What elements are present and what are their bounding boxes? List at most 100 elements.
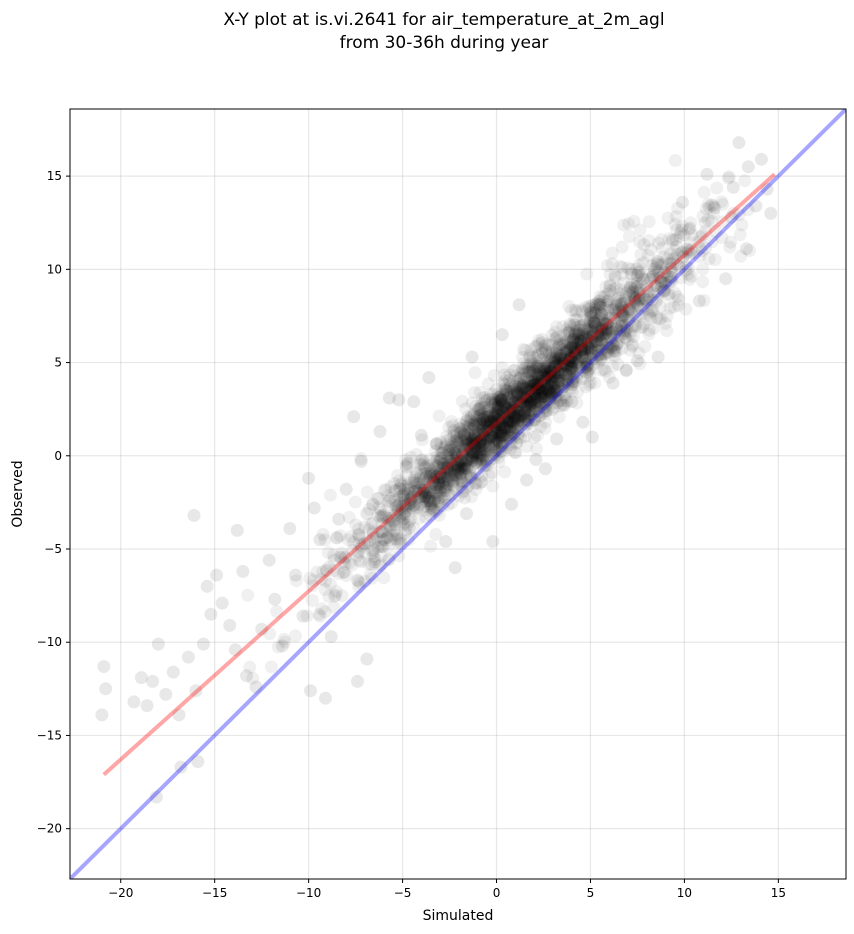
scatter-point xyxy=(430,450,444,464)
scatter-point xyxy=(582,363,596,377)
scatter-point xyxy=(577,342,591,356)
scatter-point xyxy=(437,457,450,471)
scatter-point xyxy=(594,334,608,348)
scatter-point xyxy=(618,296,632,310)
scatter-point xyxy=(463,421,477,435)
scatter-point xyxy=(633,235,647,249)
scatter-point xyxy=(599,280,613,294)
scatter-point xyxy=(414,453,428,467)
scatter-point xyxy=(461,420,475,434)
scatter-point xyxy=(487,414,501,428)
scatter-point xyxy=(617,310,631,323)
scatter-point xyxy=(476,410,490,423)
y-tick-label: −20 xyxy=(37,822,62,836)
scatter-point xyxy=(631,268,645,282)
scatter-point xyxy=(440,479,454,493)
scatter-point xyxy=(532,388,546,402)
scatter-point xyxy=(535,342,549,356)
scatter-point xyxy=(560,344,574,357)
scatter-point xyxy=(482,421,496,435)
scatter-point xyxy=(469,420,483,434)
scatter-point xyxy=(434,471,448,485)
scatter-point xyxy=(487,415,501,429)
scatter-point xyxy=(460,432,474,446)
scatter-point xyxy=(455,446,469,460)
scatter-point xyxy=(474,446,488,460)
scatter-point xyxy=(391,536,405,550)
scatter-point xyxy=(434,446,448,460)
scatter-point xyxy=(428,462,442,475)
scatter-point xyxy=(494,411,508,425)
chart-title-line-1: X-Y plot at is.vi.2641 for air_temperatu… xyxy=(223,10,664,30)
scatter-point xyxy=(424,539,438,553)
scatter-point xyxy=(323,577,337,591)
scatter-point xyxy=(582,323,596,337)
scatter-point xyxy=(367,550,380,563)
scatter-point xyxy=(525,397,539,411)
scatter-point xyxy=(449,446,462,460)
scatter-point xyxy=(641,289,655,303)
scatter-point xyxy=(525,407,539,421)
scatter-point xyxy=(657,284,671,298)
scatter-point xyxy=(538,421,552,435)
scatter-point xyxy=(548,332,562,346)
scatter-point xyxy=(443,432,457,446)
scatter-point xyxy=(554,350,568,364)
scatter-point xyxy=(278,635,292,649)
scatter-point xyxy=(506,415,520,429)
scatter-point xyxy=(599,364,613,378)
scatter-point xyxy=(478,424,492,438)
scatter-point xyxy=(550,396,564,410)
scatter-point xyxy=(511,412,525,425)
scatter-point xyxy=(474,443,488,457)
scatter-point xyxy=(658,284,672,298)
scatter-point xyxy=(381,531,395,545)
scatter-point xyxy=(547,369,561,383)
scatter-point xyxy=(532,384,546,398)
scatter-point xyxy=(496,405,510,419)
scatter-point xyxy=(601,345,615,359)
scatter-point xyxy=(494,426,508,440)
scatter-point xyxy=(587,316,601,330)
scatter-point xyxy=(510,403,524,417)
scatter-point xyxy=(493,445,507,459)
scatter-point xyxy=(504,429,518,443)
scatter-point xyxy=(460,414,474,428)
scatter-point xyxy=(445,469,458,483)
scatter-point xyxy=(393,474,407,488)
scatter-point xyxy=(500,429,514,443)
scatter-point xyxy=(517,406,531,420)
scatter-point xyxy=(593,323,607,337)
scatter-point xyxy=(362,523,376,537)
scatter-point xyxy=(630,354,644,368)
scatter-point xyxy=(421,473,435,487)
scatter-point xyxy=(486,435,500,449)
scatter-point xyxy=(565,362,579,376)
scatter-point xyxy=(372,501,386,515)
scatter-point xyxy=(635,320,649,334)
scatter-point xyxy=(605,303,619,317)
scatter-point xyxy=(476,427,490,441)
scatter-point xyxy=(362,502,376,516)
scatter-point xyxy=(519,412,533,425)
scatter-point xyxy=(374,540,387,554)
scatter-point xyxy=(563,350,577,364)
scatter-point xyxy=(99,682,113,696)
scatter-point xyxy=(494,431,508,445)
scatter-point xyxy=(460,507,473,521)
scatter-point xyxy=(318,605,332,619)
scatter-point xyxy=(512,298,526,312)
scatter-point xyxy=(641,284,655,298)
scatter-point xyxy=(523,365,537,379)
scatter-point xyxy=(621,333,635,347)
scatter-point xyxy=(336,555,350,569)
scatter-point xyxy=(496,406,510,420)
scatter-point xyxy=(543,363,557,377)
scatter-point xyxy=(445,450,459,464)
scatter-point xyxy=(351,545,365,559)
scatter-point xyxy=(463,413,477,426)
scatter-point xyxy=(664,256,678,270)
scatter-point xyxy=(506,414,520,428)
scatter-point xyxy=(486,387,500,401)
scatter-point xyxy=(223,618,237,632)
